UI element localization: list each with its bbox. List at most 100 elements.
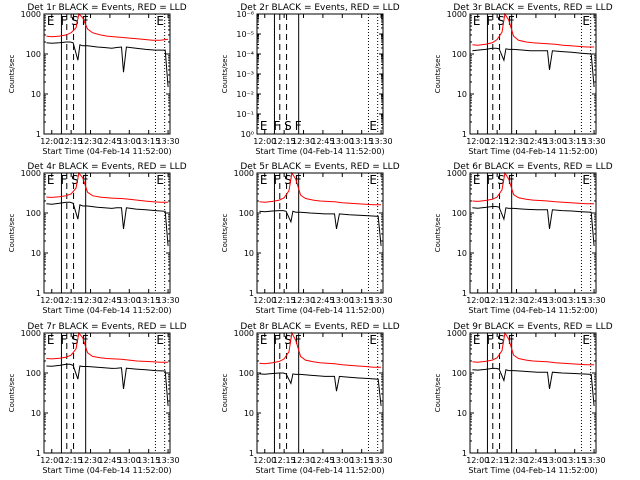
series-lld [46, 171, 169, 203]
series-lld [46, 12, 169, 41]
y-tick-label: 10⁻³ [236, 70, 254, 79]
region-label: E [582, 173, 590, 187]
x-tick-label: 12:45 [311, 137, 334, 146]
region-label: E [156, 333, 164, 347]
y-tick-label: 10⁻² [236, 90, 254, 99]
x-tick-label: 12:30 [292, 296, 315, 305]
x-tick-label: 12:45 [311, 456, 334, 465]
y-tick-label: 100 [452, 209, 467, 218]
x-tick-label: 13:30 [157, 137, 180, 146]
region-label: E [473, 14, 481, 28]
x-axis-label: Start Time (04-Feb-14 11:52:00) [255, 466, 384, 475]
y-tick-label: 1000 [447, 169, 467, 178]
x-tick-label: 12:45 [311, 296, 334, 305]
series-events [259, 210, 382, 247]
region-label: E [369, 333, 377, 347]
y-tick-label: 100 [239, 369, 254, 378]
y-tick-label: 1 [462, 289, 467, 298]
x-tick-label: 13:30 [370, 137, 393, 146]
series-lld [472, 331, 595, 366]
region-label: S [284, 333, 292, 347]
y-tick-label: 10 [31, 90, 41, 99]
y-tick-label: 10 [457, 90, 467, 99]
x-tick-label: 12:15 [273, 296, 296, 305]
x-tick-label: 13:15 [350, 456, 373, 465]
x-tick-label: 13:30 [157, 296, 180, 305]
region-label: E [47, 173, 55, 187]
region-label: S [497, 173, 505, 187]
x-tick-label: 12:30 [505, 137, 528, 146]
x-tick-label: 12:00 [253, 456, 276, 465]
plot-frame [43, 332, 171, 454]
x-tick-label: 12:30 [505, 456, 528, 465]
y-tick-label: 1 [36, 289, 41, 298]
x-tick-label: 12:00 [253, 137, 276, 146]
x-axis-label: Start Time (04-Feb-14 11:52:00) [468, 147, 597, 156]
y-tick-label: 1000 [234, 329, 254, 338]
region-label: F [508, 173, 515, 187]
region-label: E [260, 173, 268, 187]
x-axis-label: Start Time (04-Feb-14 11:52:00) [468, 466, 597, 475]
series-events [472, 47, 595, 88]
region-label: F [295, 333, 302, 347]
x-tick-label: 13:15 [137, 137, 160, 146]
region-label: S [71, 173, 79, 187]
series-events [259, 372, 382, 407]
x-tick-label: 12:30 [79, 137, 102, 146]
plot-frame [469, 332, 597, 454]
x-tick-label: 12:15 [60, 296, 83, 305]
region-label: E [260, 333, 268, 347]
x-tick-label: 13:00 [118, 137, 141, 146]
region-label: S [497, 14, 505, 28]
panel-title: Det 3r BLACK = Events, RED = LLD [453, 3, 612, 13]
x-tick-label: 13:00 [331, 296, 354, 305]
y-tick-label: 1 [462, 449, 467, 458]
region-label: F [273, 119, 280, 133]
x-tick-label: 13:15 [137, 456, 160, 465]
x-tick-label: 12:45 [524, 296, 547, 305]
region-label: S [497, 333, 505, 347]
y-tick-label: 1 [249, 289, 254, 298]
y-axis-label: Counts/sec [434, 55, 442, 94]
region-label: E [260, 119, 268, 133]
panel-title: Det 1r BLACK = Events, RED = LLD [27, 3, 186, 13]
x-tick-label: 12:15 [273, 137, 296, 146]
x-tick-label: 12:45 [98, 456, 121, 465]
series-events [472, 367, 595, 407]
panel-title: Det 6r BLACK = Events, RED = LLD [453, 162, 612, 172]
y-axis-label: Counts/sec [8, 214, 16, 253]
x-tick-label: 13:00 [544, 296, 567, 305]
x-axis-label: Start Time (04-Feb-14 11:52:00) [468, 306, 597, 315]
x-tick-label: 12:30 [79, 456, 102, 465]
x-tick-label: 13:30 [583, 296, 606, 305]
plot-frame [256, 172, 384, 294]
region-label: E [473, 333, 481, 347]
y-tick-label: 100 [26, 50, 41, 59]
region-label: E [582, 333, 590, 347]
region-label: F [60, 173, 67, 187]
y-tick-label: 1000 [447, 329, 467, 338]
x-tick-label: 12:30 [505, 296, 528, 305]
x-tick-label: 12:30 [292, 456, 315, 465]
x-tick-label: 12:45 [98, 296, 121, 305]
region-label: S [71, 333, 79, 347]
region-label: F [486, 14, 493, 28]
y-tick-label: 10⁻¹ [236, 110, 254, 119]
x-tick-label: 12:45 [524, 456, 547, 465]
y-tick-label: 10 [244, 409, 254, 418]
x-axis-label: Start Time (04-Feb-14 11:52:00) [255, 306, 384, 315]
y-axis-label: Counts/sec [8, 374, 16, 413]
plot-frame [43, 13, 171, 135]
x-tick-label: 13:00 [544, 137, 567, 146]
x-tick-label: 12:00 [40, 296, 63, 305]
panel-title: Det 7r BLACK = Events, RED = LLD [27, 322, 186, 332]
x-tick-label: 13:00 [118, 296, 141, 305]
x-tick-label: 13:30 [370, 456, 393, 465]
x-tick-label: 13:15 [563, 296, 586, 305]
region-label: F [508, 333, 515, 347]
y-tick-label: 100 [452, 369, 467, 378]
